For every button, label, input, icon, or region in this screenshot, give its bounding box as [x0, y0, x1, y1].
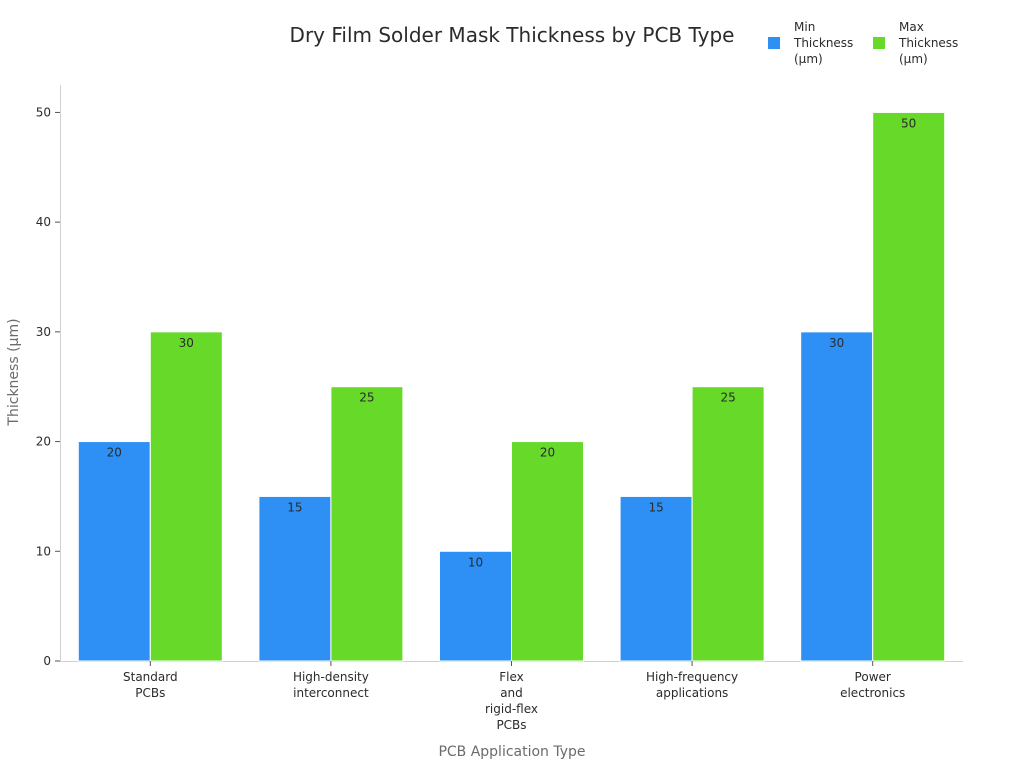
- x-tick-label: Standard PCBs: [123, 670, 178, 700]
- bar: [872, 111, 946, 662]
- data-label: 10: [468, 555, 483, 569]
- data-label: 25: [359, 391, 374, 405]
- legend-label: Max Thickness (µm): [898, 20, 958, 66]
- data-label: 50: [901, 116, 916, 130]
- x-tick-label: Flex and rigid-flex PCBs: [485, 670, 538, 732]
- bar: [439, 550, 512, 662]
- data-label: 30: [179, 336, 194, 350]
- x-tick-label: High-density interconnect: [293, 670, 369, 700]
- x-axis-title: PCB Application Type: [438, 744, 585, 760]
- data-labels: 20 30 15 25 10 20 15 25 30 50: [107, 116, 917, 569]
- legend-label: Min Thickness (µm): [793, 20, 853, 66]
- y-axis-title: Thickness (µm): [6, 318, 22, 426]
- bar: [149, 331, 223, 662]
- data-label: 15: [648, 500, 663, 514]
- bar: [800, 331, 874, 662]
- bar: [511, 441, 584, 662]
- y-tick-label: 30: [36, 325, 51, 339]
- data-label: 20: [540, 446, 555, 460]
- bar: [691, 386, 765, 662]
- data-label: 20: [107, 446, 122, 460]
- bar: [619, 495, 693, 662]
- bar: [258, 495, 332, 662]
- x-axis-categories: Standard PCBs High-density interconnect Flex…: [123, 661, 905, 732]
- data-label: 15: [287, 500, 302, 514]
- x-tick-label: High-frequency applications: [646, 670, 738, 700]
- y-tick-label: 10: [36, 544, 51, 558]
- bar: [330, 386, 404, 662]
- y-tick-label: 40: [36, 215, 51, 229]
- legend: Min Thickness (µm) Max Thickness (µm): [768, 20, 958, 66]
- y-axis-ticks: 0 10 20 30 40 50: [36, 105, 60, 668]
- data-label: 30: [829, 336, 844, 350]
- y-tick-label: 0: [43, 654, 51, 668]
- legend-swatch: [768, 37, 780, 49]
- legend-swatch: [873, 37, 885, 49]
- y-tick-label: 20: [36, 435, 51, 449]
- y-tick-label: 50: [36, 105, 51, 119]
- data-label: 25: [720, 391, 735, 405]
- x-tick-label: Power electronics: [840, 670, 905, 700]
- bar: [77, 441, 151, 662]
- bars: [77, 111, 946, 662]
- chart-title: Dry Film Solder Mask Thickness by PCB Ty…: [290, 23, 735, 47]
